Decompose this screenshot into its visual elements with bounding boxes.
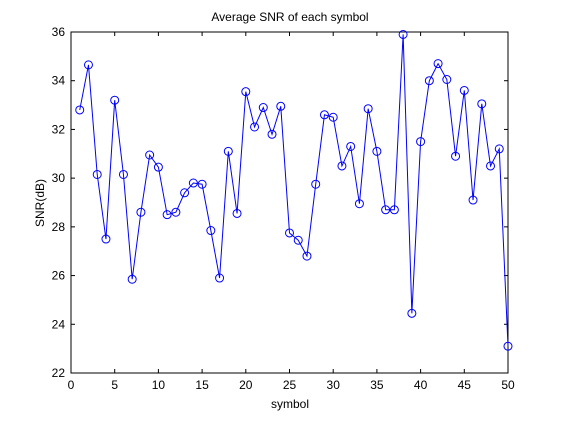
data-point-marker (153, 162, 163, 172)
data-point-marker (162, 210, 172, 220)
data-point-marker (110, 95, 120, 105)
data-point-marker (232, 208, 242, 218)
chart-title: Average SNR of each symbol (211, 10, 368, 24)
data-point-marker (250, 122, 260, 132)
x-tick-label: 50 (501, 378, 515, 392)
data-point-marker (381, 205, 391, 215)
data-point-marker (363, 104, 373, 114)
x-tick-label: 0 (68, 378, 75, 392)
data-point-marker (477, 99, 487, 109)
data-point-marker (319, 110, 329, 120)
data-point-marker (302, 251, 312, 261)
y-tick-label: 26 (52, 269, 66, 283)
data-point-marker (180, 188, 190, 198)
data-point-marker (407, 308, 417, 318)
data-point-marker (127, 274, 137, 284)
x-tick-label: 15 (195, 378, 209, 392)
data-point-marker (92, 169, 102, 179)
plot-area (70, 31, 509, 374)
data-point-marker (258, 103, 268, 113)
x-tick-label: 30 (327, 378, 341, 392)
data-point-marker (215, 273, 225, 283)
data-point-marker (276, 101, 286, 111)
axis-ticks (70, 31, 509, 374)
x-tick-label: 20 (239, 378, 253, 392)
data-point-marker (223, 146, 233, 156)
data-point-marker (468, 195, 478, 205)
y-tick-label: 28 (52, 220, 66, 234)
data-point-marker (197, 179, 207, 189)
data-point-marker (171, 207, 181, 217)
y-tick-label: 36 (52, 25, 66, 39)
data-point-marker (83, 60, 93, 70)
data-point-marker (118, 169, 128, 179)
data-point-marker (442, 75, 452, 84)
data-point-marker (293, 235, 303, 245)
data-point-marker (503, 341, 513, 351)
y-tick-label: 32 (52, 122, 66, 136)
x-tick-label: 5 (111, 378, 118, 392)
data-point-marker (389, 205, 399, 215)
series-markers (75, 29, 513, 351)
data-point-marker (372, 146, 382, 156)
data-point-marker (311, 179, 321, 189)
data-point-marker (416, 137, 426, 147)
data-point-marker (486, 161, 496, 171)
data-point-marker (206, 226, 216, 236)
data-point-marker (433, 59, 443, 69)
x-tick-label: 35 (370, 378, 384, 392)
data-point-marker (75, 105, 85, 115)
data-point-marker (328, 112, 338, 122)
x-axis-label: symbol (271, 397, 309, 411)
data-point-marker (459, 85, 469, 95)
data-point-marker (188, 178, 198, 188)
x-tick-label: 25 (283, 378, 297, 392)
data-point-marker (346, 141, 356, 151)
y-axis-label: SNR(dB) (33, 179, 47, 227)
data-point-marker (337, 161, 347, 171)
x-tick-label: 10 (152, 378, 166, 392)
y-tick-label: 24 (52, 317, 66, 331)
y-tick-label: 30 (52, 171, 66, 185)
data-point-marker (136, 207, 146, 217)
data-point-marker (241, 87, 251, 97)
data-point-marker (101, 234, 111, 244)
data-point-marker (354, 199, 364, 209)
x-tick-label: 45 (458, 378, 472, 392)
x-tick-label: 40 (414, 378, 428, 392)
data-point-marker (285, 228, 294, 238)
data-point-marker (424, 76, 434, 86)
data-point-marker (494, 144, 504, 154)
data-point-marker (451, 151, 461, 161)
data-point-marker (398, 29, 408, 39)
data-point-marker (145, 150, 155, 160)
series-line (79, 34, 509, 347)
y-tick-label: 22 (52, 366, 66, 380)
y-tick-label: 34 (52, 74, 66, 88)
axis-tick-labels: 0 5 10 15 20 25 30 35 40 45 50 22 24 26 28 30 32 34 36 (52, 25, 515, 392)
data-point-marker (267, 129, 277, 139)
